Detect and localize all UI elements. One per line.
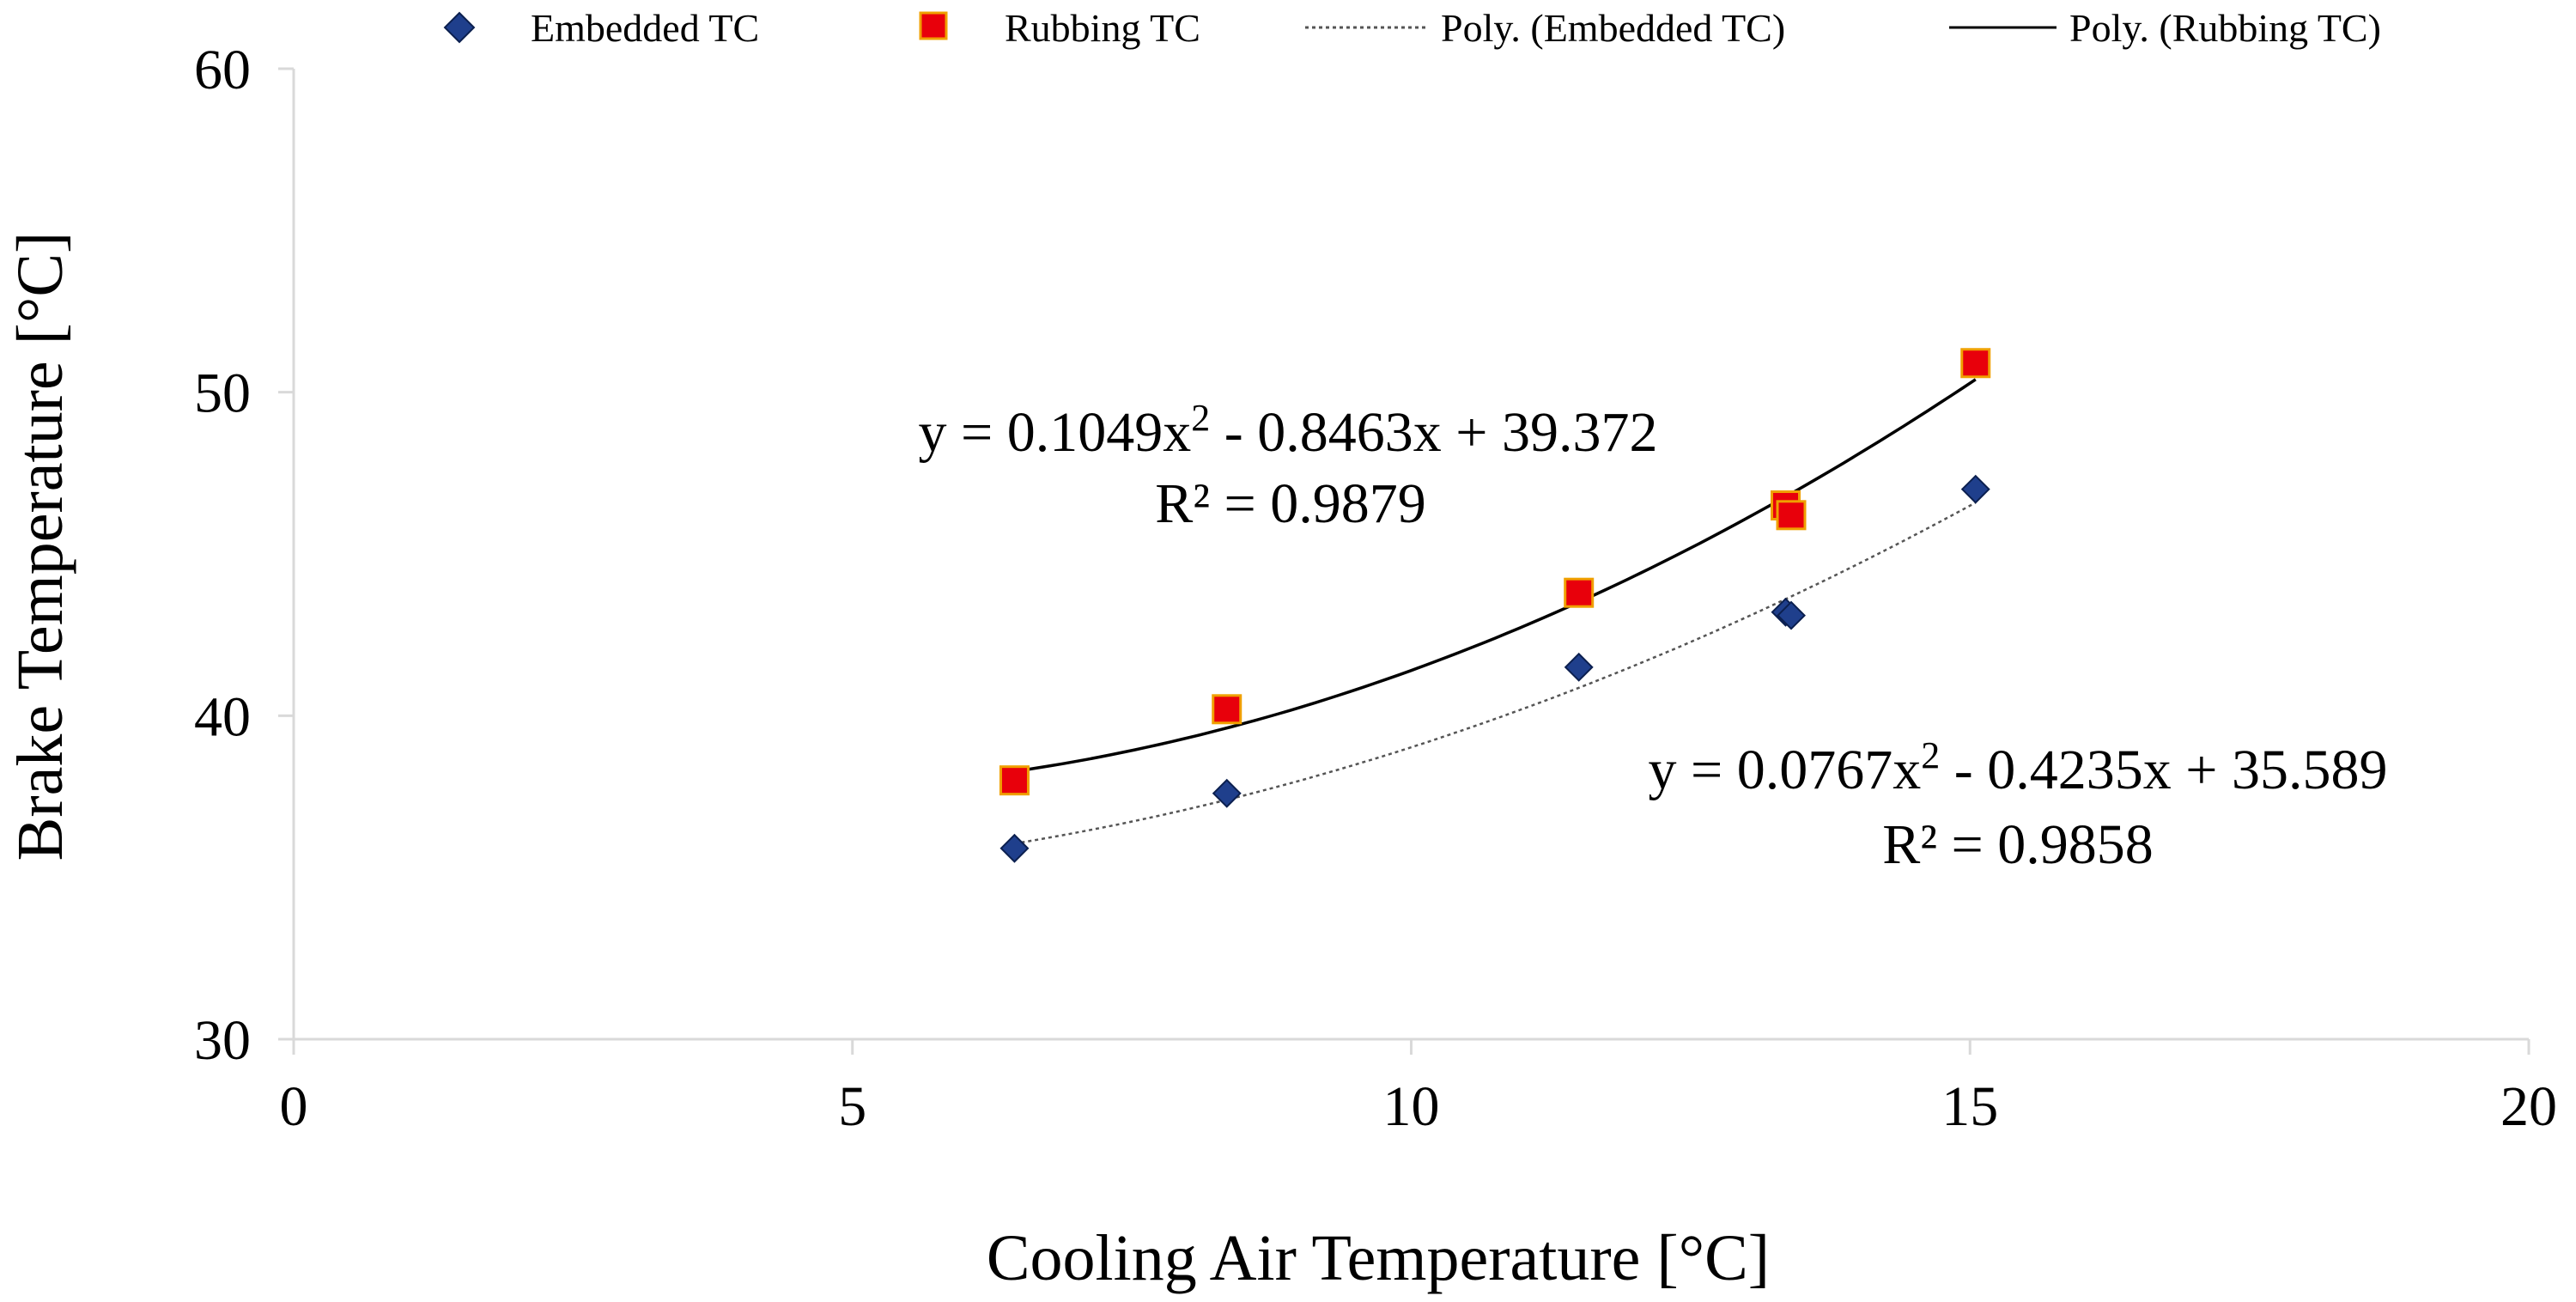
embedded-data-point <box>1960 474 1990 504</box>
y-tick-label: 50 <box>194 362 251 425</box>
legend-rubbing-label: Rubbing TC <box>1005 6 1200 50</box>
embedded-data-point <box>1212 778 1242 808</box>
embedded-trend-r-squared: R² = 0.9858 <box>1882 813 2154 876</box>
y-tick-label: 60 <box>194 39 251 101</box>
x-tick-label: 15 <box>1941 1075 1998 1138</box>
x-axis-ticks: 0 5 10 15 20 <box>280 1039 2557 1138</box>
rubbing-data-point <box>1776 500 1807 531</box>
x-axis-title: Cooling Air Temperature [°C] <box>987 1222 1770 1294</box>
x-tick-label: 20 <box>2500 1075 2557 1138</box>
rubbing-trendline <box>1014 378 1977 773</box>
rubbing-trend-equation: y = 0.1049x2 - 0.8463x + 39.372 <box>919 397 1658 465</box>
legend-rubbing-marker <box>919 11 948 40</box>
x-tick-label: 0 <box>280 1075 308 1138</box>
y-tick-label: 40 <box>194 685 251 748</box>
legend-embedded-label: Embedded TC <box>531 6 759 50</box>
x-tick-label: 5 <box>838 1075 866 1138</box>
data-points <box>999 348 1991 863</box>
rubbing-data-point <box>1564 577 1595 608</box>
y-tick-label: 30 <box>194 1009 251 1072</box>
y-axis-title: Brake Temperature [°C] <box>4 232 76 861</box>
x-tick-label: 10 <box>1383 1075 1440 1138</box>
embedded-data-point <box>999 833 1030 863</box>
legend: Embedded TC Rubbing TC Poly. (Embedded T… <box>443 6 2381 50</box>
rubbing-data-point <box>999 765 1030 796</box>
rubbing-data-point <box>1212 694 1242 725</box>
embedded-trend-equation: y = 0.0767x2 - 0.4235x + 35.589 <box>1649 734 2388 802</box>
rubbing-data-point <box>1960 348 1991 379</box>
embedded-data-point <box>1777 600 1806 630</box>
rubbing-trend-r-squared: R² = 0.9879 <box>1155 472 1426 535</box>
trendlines <box>1014 378 1977 845</box>
embedded-trendline <box>1014 502 1977 845</box>
legend-embedded-marker <box>443 11 476 44</box>
y-axis-ticks: 30 40 50 60 <box>194 39 294 1072</box>
legend-poly-embedded-label: Poly. (Embedded TC) <box>1441 6 1785 50</box>
legend-poly-rubbing-label: Poly. (Rubbing TC) <box>2069 6 2381 50</box>
embedded-data-point <box>1564 652 1594 682</box>
